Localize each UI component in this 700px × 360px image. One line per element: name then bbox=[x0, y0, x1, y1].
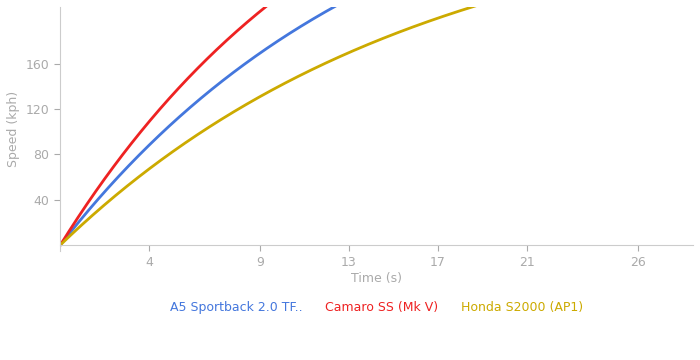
Legend: A5 Sportback 2.0 TF.., Camaro SS (Mk V), Honda S2000 (AP1): A5 Sportback 2.0 TF.., Camaro SS (Mk V),… bbox=[165, 296, 588, 319]
Honda S2000 (AP1) bbox=[335, 55, 343, 59]
A5 Sportback 2.0 TF.. bbox=[335, 2, 343, 6]
A5 Sportback 2.0 TF.. bbox=[312, 15, 321, 19]
A5 Sportback 2.0 TF.. bbox=[56, 243, 64, 247]
Camaro SS (Mk V) bbox=[121, 149, 130, 154]
Honda S2000 (AP1) bbox=[491, 0, 499, 2]
Honda S2000 (AP1) bbox=[312, 66, 321, 70]
A5 Sportback 2.0 TF.. bbox=[121, 167, 130, 172]
Camaro SS (Mk V) bbox=[56, 243, 64, 247]
Line: Honda S2000 (AP1): Honda S2000 (AP1) bbox=[60, 0, 693, 245]
Line: Camaro SS (Mk V): Camaro SS (Mk V) bbox=[60, 0, 693, 245]
Y-axis label: Speed (kph): Speed (kph) bbox=[7, 91, 20, 167]
Honda S2000 (AP1) bbox=[121, 186, 130, 190]
Honda S2000 (AP1) bbox=[56, 243, 64, 247]
X-axis label: Time (s): Time (s) bbox=[351, 272, 402, 285]
Line: A5 Sportback 2.0 TF..: A5 Sportback 2.0 TF.. bbox=[60, 0, 693, 245]
